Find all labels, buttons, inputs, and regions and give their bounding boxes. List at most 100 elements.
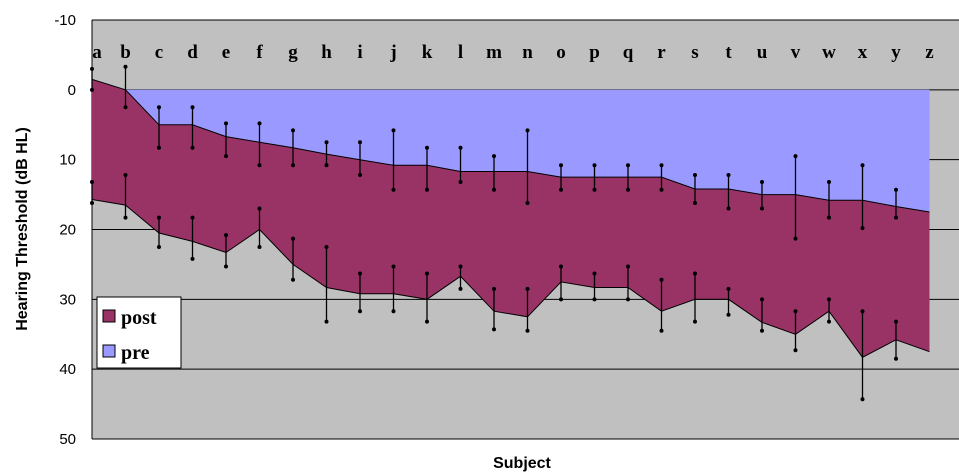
post-lower-line <box>91 199 930 358</box>
subject-label: v <box>791 42 801 63</box>
upper-error-bar-cap <box>592 163 597 168</box>
upper-error-bar-cap <box>458 145 463 150</box>
lower-error-bar-cap <box>894 356 898 361</box>
lower-error-bar-cap <box>726 286 731 291</box>
lower-error-bar-cap <box>458 286 463 291</box>
upper-error-bar-cap <box>726 173 731 178</box>
lower-error-bar-cap <box>525 328 530 333</box>
subject-label: i <box>357 42 362 63</box>
lower-error-bar-cap <box>626 297 630 302</box>
subject-label: t <box>725 42 732 63</box>
subject-label: j <box>389 42 396 63</box>
upper-error-bar-cap <box>257 121 262 126</box>
lower-error-bar-cap <box>860 397 865 402</box>
lower-error-bar-cap <box>626 264 630 269</box>
error-bars <box>90 64 898 402</box>
lower-error-bar-cap <box>190 256 195 261</box>
subject-label: f <box>256 42 263 63</box>
upper-error-bar-cap <box>391 128 396 133</box>
lower-error-bar-cap <box>324 319 329 324</box>
upper-error-bar-cap <box>458 180 463 185</box>
upper-error-bar-cap <box>760 180 764 185</box>
subject-label: k <box>422 42 433 63</box>
upper-error-bar-cap <box>659 163 664 168</box>
lower-error-bar-cap <box>90 200 94 205</box>
subject-label: d <box>187 42 198 63</box>
subject-label: g <box>288 42 298 63</box>
subject-label: l <box>458 42 463 63</box>
legend-label-pre: pre <box>121 342 150 364</box>
lower-error-bar-cap <box>492 327 496 332</box>
upper-error-bar-cap <box>391 187 396 192</box>
upper-error-bar-cap <box>358 173 362 178</box>
lower-error-bar-cap <box>793 348 798 353</box>
upper-error-bar-cap <box>358 140 362 145</box>
upper-error-bar-cap <box>693 200 697 205</box>
upper-error-bar-cap <box>157 105 161 110</box>
lower-error-bar-cap <box>726 312 731 317</box>
upper-error-bar-cap <box>224 121 228 126</box>
upper-error-bar-cap <box>860 226 865 231</box>
upper-error-bar-cap <box>90 66 94 71</box>
lower-error-bar-cap <box>492 286 496 291</box>
lower-error-bar-cap <box>358 271 362 276</box>
upper-error-bar-cap <box>291 163 295 168</box>
subject-label: u <box>757 42 768 63</box>
lower-error-bar-cap <box>257 206 262 211</box>
lower-error-bar-cap <box>894 319 898 324</box>
lower-error-bar-cap <box>592 297 597 302</box>
upper-error-bar-cap <box>123 105 128 110</box>
subject-label: c <box>155 42 163 63</box>
upper-error-bar-cap <box>592 187 597 192</box>
upper-error-bar-cap <box>157 145 161 150</box>
upper-error-bar-cap <box>693 173 697 178</box>
x-axis-title: Subject <box>493 455 551 472</box>
lower-error-bar-cap <box>659 277 664 282</box>
upper-error-bar-cap <box>525 128 530 133</box>
y-axis-ticks: -10 0 10 20 30 40 50 <box>54 12 76 448</box>
post-series-area <box>92 79 930 358</box>
lower-error-bar-cap <box>157 215 161 220</box>
post-upper-line <box>91 78 930 213</box>
legend-label-post: post <box>121 307 157 329</box>
upper-error-bar-cap <box>324 140 329 145</box>
upper-error-bar-cap <box>760 206 764 211</box>
subject-label: x <box>858 42 868 63</box>
upper-error-bar-cap <box>827 180 831 185</box>
lower-error-bar-cap <box>291 236 295 241</box>
upper-error-bar-cap <box>559 187 563 192</box>
upper-error-bar-cap <box>626 163 630 168</box>
legend-swatch-pre <box>102 344 116 358</box>
upper-error-bar-cap <box>525 200 530 205</box>
lower-error-bar-cap <box>693 271 697 276</box>
upper-error-bar-cap <box>224 154 228 159</box>
lower-error-bar-cap <box>559 264 563 269</box>
y-tick-label: -10 <box>54 12 76 29</box>
lower-error-bar-cap <box>324 244 329 249</box>
pre-series-area <box>92 79 930 213</box>
lower-error-bar-cap <box>425 271 429 276</box>
upper-error-bar-cap <box>659 187 664 192</box>
y-tick-label: 30 <box>59 291 76 308</box>
y-tick-label: 10 <box>59 152 76 169</box>
lower-error-bar-cap <box>693 319 697 324</box>
upper-error-bar-cap <box>291 128 295 133</box>
y-tick-label: 40 <box>59 361 76 378</box>
subject-label: e <box>222 42 230 63</box>
lower-error-bar-cap <box>592 271 597 276</box>
lower-error-bar-cap <box>793 309 798 314</box>
lower-error-bar-cap <box>257 244 262 249</box>
lower-error-bar-cap <box>224 233 228 238</box>
lower-error-bar-cap <box>291 277 295 282</box>
upper-error-bar-cap <box>894 187 898 192</box>
lower-error-bar-cap <box>760 297 764 302</box>
upper-error-bar-cap <box>860 163 865 168</box>
upper-error-bar-cap <box>123 64 128 69</box>
lower-error-bar-cap <box>760 328 764 333</box>
y-tick-label: 50 <box>59 431 76 448</box>
upper-error-bar-cap <box>190 145 195 150</box>
subject-label: b <box>120 42 131 63</box>
lower-error-bar-cap <box>458 264 463 269</box>
subject-label: n <box>522 42 533 63</box>
